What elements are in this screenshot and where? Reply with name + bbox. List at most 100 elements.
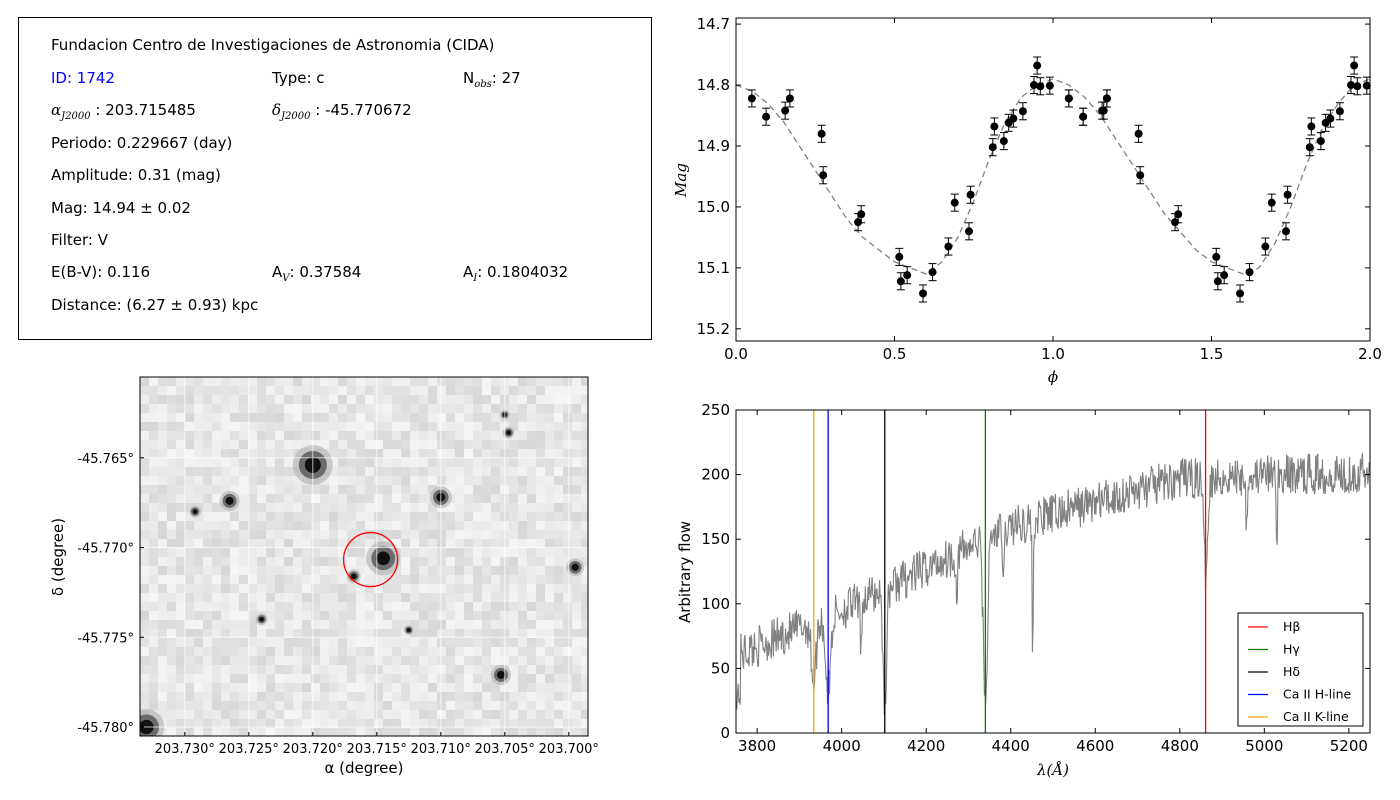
sky-pixel [527, 386, 536, 395]
sky-pixel [554, 512, 563, 521]
sky-pixel [311, 647, 320, 656]
sky-pixel [329, 656, 338, 665]
sky-pixel [419, 413, 428, 422]
sky-pixel [410, 413, 419, 422]
axis-ticks: 0.0 0.5 1.0 1.5 2.014.714.814.915.015.115.2 [697, 15, 1382, 363]
sky-pixel [365, 476, 374, 485]
sky-pixel [518, 449, 527, 458]
sky-pixel [257, 575, 266, 584]
sky-pixel [149, 449, 158, 458]
sky-pixel [167, 485, 176, 494]
sky-pixel [320, 395, 329, 404]
sky-pixel [527, 413, 536, 422]
sky-pixel [581, 494, 588, 503]
sky-pixel [563, 377, 572, 386]
sky-pixel [149, 584, 158, 593]
sky-pixel [158, 548, 167, 557]
legend-box [1237, 612, 1364, 727]
sky-pixel [203, 566, 212, 575]
sky-pixel [338, 665, 347, 674]
sky-pixel [230, 539, 239, 548]
sky-pixel [563, 548, 572, 557]
sky-pixel [392, 386, 401, 395]
sky-pixel [545, 557, 554, 566]
sky-pixel [239, 377, 248, 386]
sky-pixel [383, 710, 392, 719]
sky-pixel [266, 575, 275, 584]
sky-pixel [230, 665, 239, 674]
sky-pixel [536, 557, 545, 566]
sky-pixel [581, 638, 588, 647]
sky-pixel [284, 503, 293, 512]
sky-pixel [248, 467, 257, 476]
sky-pixel [338, 494, 347, 503]
sky-pixel [536, 548, 545, 557]
sky-pixel [248, 530, 257, 539]
sky-pixel [464, 683, 473, 692]
sky-pixel [266, 458, 275, 467]
sky-pixel [311, 584, 320, 593]
sky-pixel [176, 476, 185, 485]
sky-pixel [230, 458, 239, 467]
sky-pixel [158, 485, 167, 494]
sky-pixel [392, 728, 401, 736]
sky-pixel [428, 476, 437, 485]
sky-pixel [347, 377, 356, 386]
sky-pixel [401, 710, 410, 719]
sky-pixel [176, 494, 185, 503]
sky-pixel [536, 386, 545, 395]
data-point [999, 132, 1008, 151]
sky-pixel [302, 728, 311, 736]
x-tick-label: 4000 [823, 737, 861, 755]
sky-pixel [536, 566, 545, 575]
sky-pixel [356, 647, 365, 656]
sky-pixel [203, 386, 212, 395]
sky-pixel [401, 674, 410, 683]
sky-pixel [554, 521, 563, 530]
sky-pixel [428, 584, 437, 593]
point-marker [944, 242, 953, 251]
sky-pixel [545, 494, 554, 503]
sky-pixel [356, 728, 365, 736]
sky-pixel [473, 710, 482, 719]
sky-pixel [284, 386, 293, 395]
y-tick-label: 100 [701, 595, 730, 613]
sky-pixel [284, 710, 293, 719]
sky-pixel [518, 548, 527, 557]
sky-pixel [230, 611, 239, 620]
sky-pixel [419, 395, 428, 404]
sky-pixel [419, 377, 428, 386]
sky-pixel [221, 683, 230, 692]
sky-pixel [167, 593, 176, 602]
sky-pixel [545, 566, 554, 575]
sky-pixel [554, 719, 563, 728]
sky-pixel [239, 404, 248, 413]
sky-pixel [176, 566, 185, 575]
sky-pixel [221, 575, 230, 584]
sky-pixel [419, 494, 428, 503]
sky-pixel [149, 665, 158, 674]
sky-pixel [473, 548, 482, 557]
sky-pixel [203, 611, 212, 620]
sky-pixel [158, 566, 167, 575]
sky-pixel [581, 647, 588, 656]
sky-pixel [356, 638, 365, 647]
sky-pixel [392, 512, 401, 521]
sky-pixel [284, 683, 293, 692]
sky-pixel [581, 530, 588, 539]
sky-pixel [176, 593, 185, 602]
sky-pixel [536, 404, 545, 413]
sky-pixel [212, 674, 221, 683]
sky-pixel [248, 521, 257, 530]
sky-pixel [563, 620, 572, 629]
sky-pixel [491, 521, 500, 530]
sky-pixel [536, 449, 545, 458]
sky-pixel [212, 404, 221, 413]
sky-pixel [545, 611, 554, 620]
sky-pixel [329, 584, 338, 593]
sky-pixel [212, 593, 221, 602]
sky-pixel [446, 710, 455, 719]
sky-pixel [347, 620, 356, 629]
sky-pixel [437, 638, 446, 647]
sky-pixel [284, 611, 293, 620]
